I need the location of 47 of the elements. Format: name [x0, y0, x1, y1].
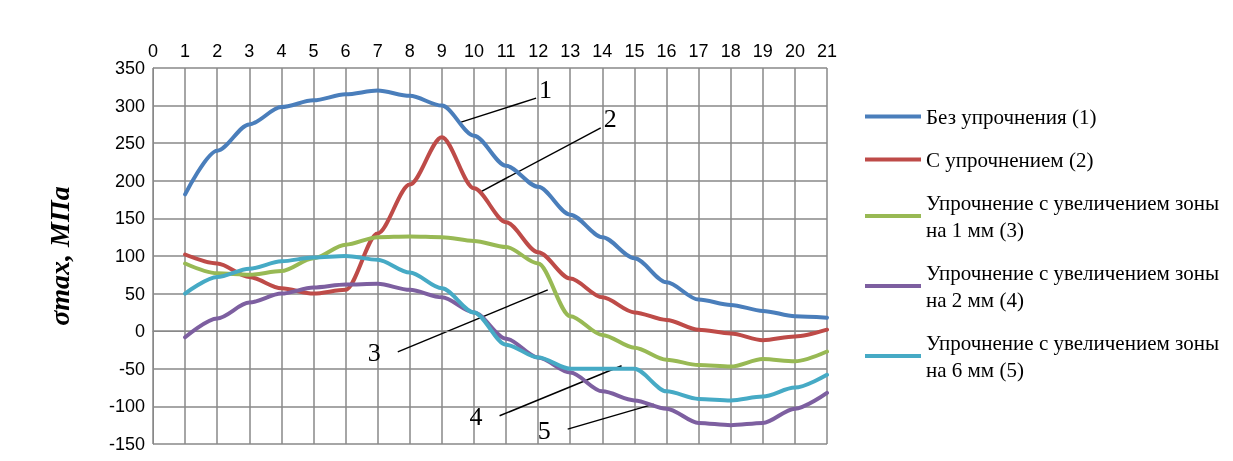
- x-tick-label: 10: [463, 41, 484, 61]
- legend-label: С упрочнением (2): [926, 147, 1094, 172]
- x-tick-label: 9: [436, 41, 447, 61]
- x-tick-label: 1: [180, 41, 191, 61]
- y-tick-label: 50: [124, 283, 145, 304]
- x-tick-label: 2: [212, 41, 223, 61]
- y-tick-label: 200: [114, 170, 145, 191]
- y-tick-label: -100: [108, 396, 145, 417]
- y-axis-title: σmax, МПа: [43, 186, 75, 326]
- annotation: 5: [537, 415, 551, 445]
- y-tick-label: -50: [118, 358, 145, 379]
- y-tick-label: -150: [108, 434, 145, 454]
- legend-label: Упрочнение с увеличением зоны на 6 мм (5): [926, 330, 1220, 382]
- x-tick-label: 7: [372, 41, 383, 61]
- x-tick-label: 3: [244, 41, 255, 61]
- x-tick-label: 20: [784, 41, 805, 61]
- annotation: 4: [469, 402, 483, 432]
- x-tick-label: 14: [592, 41, 613, 61]
- x-tick-label: 16: [656, 41, 677, 61]
- x-tick-label: 8: [404, 41, 415, 61]
- x-tick-label: 19: [752, 41, 773, 61]
- y-tick-label: 250: [114, 133, 145, 154]
- x-tick-label: 0: [147, 41, 159, 61]
- line-series: [183, 135, 829, 343]
- legend-label: Упрочнение с увеличением зоны на 2 мм (4): [926, 260, 1220, 312]
- x-tick-label: 21: [816, 41, 838, 61]
- x-tick-label: 15: [624, 41, 645, 61]
- annotation: 3: [367, 338, 381, 368]
- y-tick-label: 150: [114, 208, 145, 229]
- x-tick-label: 12: [528, 41, 549, 61]
- x-tick-label: 6: [340, 41, 351, 61]
- line-series: [183, 234, 829, 369]
- annotation: 2: [603, 104, 617, 134]
- x-tick-label: 11: [496, 41, 516, 61]
- x-tick-label: 18: [720, 41, 741, 61]
- x-tick-label: 4: [276, 41, 287, 61]
- x-tick-label: 13: [560, 41, 581, 61]
- x-tick-label: 5: [308, 41, 319, 61]
- x-tick-label: 17: [688, 41, 709, 61]
- y-tick-label: 0: [134, 321, 145, 342]
- legend-label: Упрочнение с увеличением зоны на 1 мм (3): [926, 190, 1220, 242]
- y-tick-label: 350: [114, 58, 145, 78]
- y-tick-label: 300: [114, 95, 145, 116]
- y-tick-label: 100: [114, 246, 145, 266]
- legend-label: Без упрочнения (1): [926, 104, 1097, 129]
- annotation: 1: [539, 74, 553, 104]
- line-series: [183, 254, 829, 403]
